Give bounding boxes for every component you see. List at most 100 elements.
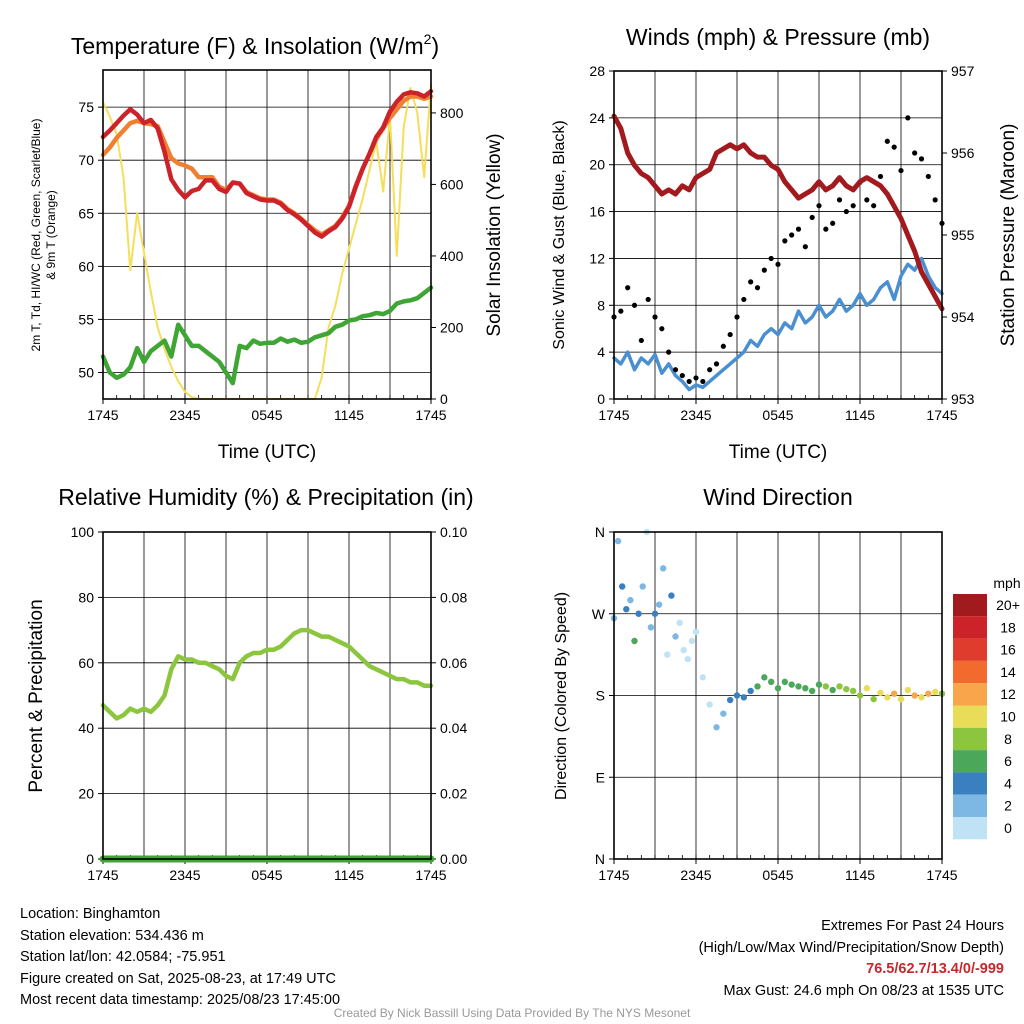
plot-border <box>102 531 432 860</box>
plot-border <box>102 69 432 400</box>
x-tick-label: 1745 <box>926 407 957 423</box>
series-line-2 <box>611 113 945 312</box>
title-superscript: 2 <box>424 31 432 47</box>
x-tick-label: 2345 <box>169 407 200 423</box>
y-right-tick-label: 0.06 <box>440 655 467 671</box>
direction-point <box>692 628 700 636</box>
direction-point <box>843 685 850 693</box>
gust-point <box>686 378 692 385</box>
y-tick-label: 60 <box>78 258 94 274</box>
legend-swatch <box>953 616 987 639</box>
gust-point <box>707 367 713 373</box>
y-tick-label: 100 <box>71 524 95 540</box>
direction-point <box>911 692 918 699</box>
x-tick-label: 2345 <box>680 407 711 423</box>
gust-point <box>850 203 856 209</box>
x-tick-label: 1145 <box>334 407 364 423</box>
direction-point <box>672 633 679 640</box>
direction-point <box>619 583 626 590</box>
chart-title: Relative Humidity (%) & Precipitation (i… <box>58 484 473 510</box>
speed-legend: mph 20+ 18 16 14 12 10 8 6 4 2 0 <box>953 575 1021 840</box>
x-tick-label: 1145 <box>334 867 364 883</box>
direction-point <box>822 683 830 690</box>
latlon-text: Station lat/lon: 42.0584; -75.951 <box>20 949 226 965</box>
gust-point <box>631 302 638 308</box>
y-tick-label: N <box>595 851 605 867</box>
title-end: ) <box>431 33 439 59</box>
legend-swatch <box>953 683 987 706</box>
gust-point <box>891 144 897 150</box>
direction-point <box>680 646 687 654</box>
gust-point <box>748 279 754 285</box>
y-tick-label: 0 <box>86 851 94 867</box>
gust-point <box>768 255 774 262</box>
y-axis-label: Sonic Wind & Gust (Blue, Black) <box>551 120 568 349</box>
legend-swatch <box>953 817 987 840</box>
legend-swatch <box>953 794 987 817</box>
y-right-tick-label: 0 <box>440 391 448 407</box>
legend-swatch <box>953 705 987 728</box>
y-right-tick-label: 600 <box>440 176 464 192</box>
y-tick-label: 20 <box>78 786 94 802</box>
y-tick-label: N <box>595 524 605 540</box>
gust-point <box>672 367 679 373</box>
gust-point <box>898 167 904 174</box>
gust-point <box>754 285 761 291</box>
y-tick-label: 50 <box>78 364 94 380</box>
direction-point <box>664 651 671 658</box>
gust-point <box>843 208 849 215</box>
extremes-values: 76.5/62.7/13.4/0/-999 <box>866 961 1004 977</box>
direction-point <box>931 688 939 696</box>
gust-point <box>864 197 870 203</box>
panel-3: 1745 2345 0545 1145 17450204060801000.000.02… <box>26 484 474 883</box>
direction-point <box>849 687 857 695</box>
max-gust-text: Max Gust: 24.6 mph On 08/23 at 1535 UTC <box>723 982 1004 999</box>
gust-point <box>905 115 911 121</box>
direction-point <box>623 606 630 613</box>
gust-point <box>782 238 788 244</box>
y-tick-label: E <box>596 769 605 785</box>
y-right-tick-label: 0.00 <box>440 851 467 867</box>
extremes-title: Extremes For Past 24 Hours <box>821 918 1004 934</box>
gust-point <box>802 244 808 250</box>
y-tick-label: 20 <box>589 157 605 173</box>
gust-point <box>877 173 884 180</box>
gust-point <box>816 203 822 209</box>
legend-label: 20+ <box>996 597 1020 613</box>
legend-label: 14 <box>1000 664 1016 680</box>
x-tick-label: 1145 <box>845 867 875 883</box>
gust-point <box>925 173 931 180</box>
station-info: Location: Binghamton Station elevation: … <box>20 904 340 1012</box>
direction-point <box>676 619 683 627</box>
recent-data-text: Most recent data timestamp: 2025/08/23 1… <box>20 992 341 1008</box>
y-tick-label: 60 <box>78 655 94 671</box>
x-tick-label: 1745 <box>598 407 629 423</box>
series-line-1 <box>100 88 434 239</box>
gust-point <box>693 375 699 381</box>
y-right-tick-label: 0.02 <box>440 786 467 802</box>
x-tick-label: 1745 <box>415 407 446 423</box>
direction-point <box>726 696 734 704</box>
y-right-tick-label: 0.04 <box>440 720 467 736</box>
direction-point <box>747 687 754 695</box>
gust-point <box>823 226 829 232</box>
direction-point <box>767 678 775 686</box>
y-right-axis-label: Station Pressure (Maroon) <box>998 124 1019 347</box>
legend-swatch <box>953 750 987 773</box>
direction-point <box>884 694 891 701</box>
legend-swatch <box>953 772 987 795</box>
y-axis-label-line2: & 9m T (Orange) <box>44 190 58 280</box>
x-tick-label: 0545 <box>762 867 793 883</box>
direction-point <box>774 685 782 692</box>
series-line-1 <box>612 256 944 392</box>
gust-point <box>713 361 720 367</box>
y-tick-label: W <box>592 606 606 622</box>
extremes-info: Extremes For Past 24 Hours (High/Low/Max… <box>699 916 1004 1002</box>
gust-point <box>734 314 740 320</box>
direction-point <box>720 710 727 717</box>
gust-point <box>918 156 925 162</box>
y-right-tick-label: 400 <box>440 248 464 264</box>
y-right-tick-label: 957 <box>951 63 975 79</box>
y-right-tick-label: 955 <box>951 227 975 243</box>
